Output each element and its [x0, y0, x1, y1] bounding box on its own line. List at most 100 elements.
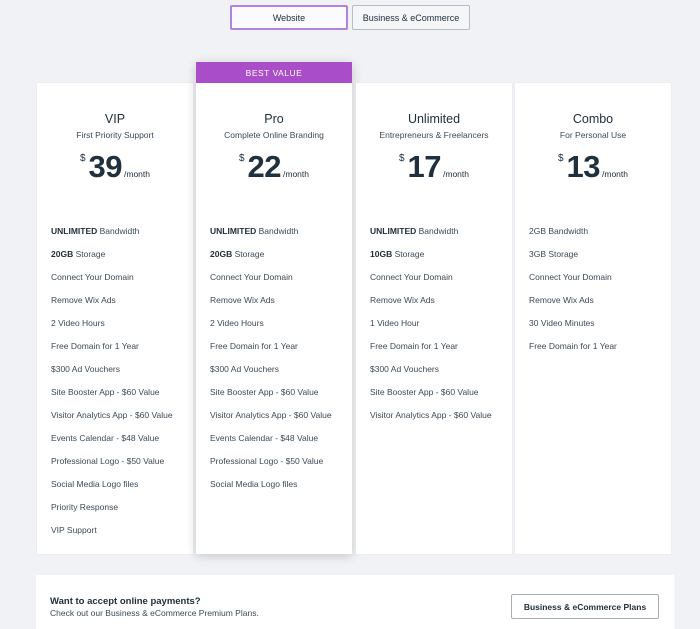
feature-item: Visitor Analytics App - $60 Value [210, 409, 352, 432]
feature-item: $300 Ad Vouchers [370, 363, 512, 386]
feature-text: Visitor Analytics App - $60 Value [370, 410, 492, 420]
feature-item: Visitor Analytics App - $60 Value [51, 409, 193, 432]
feature-item: Connect Your Domain [529, 271, 671, 294]
feature-item: 10GB Storage [370, 248, 512, 271]
feature-item: 20GB Storage [51, 248, 193, 271]
feature-text: Remove Wix Ads [210, 295, 275, 305]
feature-text: 1 Video Hour [370, 318, 420, 328]
price-period: /month [602, 169, 629, 179]
plan-price: $ 39 /month [37, 151, 193, 191]
plan-price: $ 22 /month [196, 151, 352, 191]
feature-item: Visitor Analytics App - $60 Value [370, 409, 512, 432]
payments-banner: Want to accept online payments? Check ou… [36, 575, 674, 629]
feature-text: $300 Ad Vouchers [51, 364, 121, 374]
feature-item: Remove Wix Ads [529, 294, 671, 317]
feature-text: Free Domain for 1 Year [210, 341, 298, 351]
feature-text: Events Calendar - $48 Value [51, 433, 160, 443]
plan-subtitle: For Personal Use [559, 130, 627, 140]
feature-item: 2GB Bandwidth [529, 225, 671, 248]
feature-item: UNLIMITED Bandwidth [51, 225, 193, 248]
banner-subtitle: Check out our Business & eCommerce Premi… [50, 608, 259, 618]
feature-item: 30 Video Minutes [529, 317, 671, 340]
feature-item: Site Booster App - $60 Value [51, 386, 193, 409]
plan-subtitle: Complete Online Branding [224, 130, 324, 140]
feature-text: Bandwidth [256, 226, 299, 236]
feature-item: Professional Logo - $50 Value [51, 455, 193, 478]
feature-text: 2GB Bandwidth [529, 226, 589, 236]
feature-item: Connect Your Domain [370, 271, 512, 294]
feature-item: Free Domain for 1 Year [210, 340, 352, 363]
feature-highlight: 10GB [370, 249, 393, 259]
feature-text: $300 Ad Vouchers [370, 364, 440, 374]
currency-symbol: $ [238, 153, 245, 164]
plan-card-combo: Combo For Personal Use $ 13 /month 2GB B… [515, 83, 671, 554]
feature-text: Connect Your Domain [529, 272, 612, 282]
feature-text: Bandwidth [416, 226, 459, 236]
feature-highlight: UNLIMITED [210, 226, 257, 236]
price-amount: 13 [566, 149, 601, 184]
plan-price: $ 17 /month [356, 151, 512, 191]
feature-item: Events Calendar - $48 Value [51, 432, 193, 455]
feature-item: Site Booster App - $60 Value [210, 386, 352, 409]
feature-text: Free Domain for 1 Year [529, 341, 617, 351]
feature-text: Bandwidth [97, 226, 140, 236]
best-value-ribbon: BEST VALUE [196, 62, 352, 83]
feature-item: Priority Response [51, 501, 193, 524]
feature-list: UNLIMITED Bandwidth 20GB Storage Connect Y… [37, 225, 193, 547]
currency-symbol: $ [557, 153, 564, 164]
feature-text: Free Domain for 1 Year [370, 341, 458, 351]
feature-text: 30 Video Minutes [529, 318, 595, 328]
feature-item: $300 Ad Vouchers [210, 363, 352, 386]
plan-name: Pro [264, 112, 284, 126]
price-amount: 22 [247, 149, 282, 184]
feature-text: Site Booster App - $60 Value [370, 387, 479, 397]
feature-item: 3GB Storage [529, 248, 671, 271]
price-period: /month [124, 169, 151, 179]
price-amount: 17 [407, 149, 442, 184]
feature-item: 1 Video Hour [370, 317, 512, 340]
feature-item: Remove Wix Ads [51, 294, 193, 317]
feature-text: 2 Video Hours [51, 318, 105, 328]
feature-item: Free Domain for 1 Year [370, 340, 512, 363]
feature-text: Social Media Logo files [51, 479, 139, 489]
feature-highlight: UNLIMITED [370, 226, 417, 236]
feature-item: Events Calendar - $48 Value [210, 432, 352, 455]
feature-item: Social Media Logo files [51, 478, 193, 501]
feature-text: Site Booster App - $60 Value [51, 387, 160, 397]
feature-item: 2 Video Hours [51, 317, 193, 340]
feature-text: 3GB Storage [529, 249, 579, 259]
feature-text: Connect Your Domain [51, 272, 134, 282]
plan-card-vip: VIP First Priority Support $ 39 /month U… [37, 83, 193, 554]
plan-price: $ 13 /month [515, 151, 671, 191]
feature-item: Professional Logo - $50 Value [210, 455, 352, 478]
plan-card-pro: BEST VALUE Pro Complete Online Branding … [196, 62, 352, 554]
feature-item: Connect Your Domain [210, 271, 352, 294]
feature-text: Visitor Analytics App - $60 Value [51, 410, 173, 420]
feature-item: VIP Support [51, 524, 193, 547]
feature-text: Storage [392, 249, 425, 259]
feature-text: Remove Wix Ads [51, 295, 116, 305]
feature-item: $300 Ad Vouchers [51, 363, 193, 386]
tab-website[interactable]: Website [230, 5, 348, 30]
feature-text: Professional Logo - $50 Value [51, 456, 165, 466]
feature-text: Professional Logo - $50 Value [210, 456, 324, 466]
feature-item: Social Media Logo files [210, 478, 352, 501]
tab-business-ecommerce[interactable]: Business & eCommerce [352, 5, 470, 30]
price-amount: 39 [88, 149, 123, 184]
feature-item: 2 Video Hours [210, 317, 352, 340]
banner-title: Want to accept online payments? [50, 596, 201, 607]
feature-list: 2GB Bandwidth 3GB Storage Connect Your Dom… [515, 225, 671, 363]
feature-text: Connect Your Domain [370, 272, 453, 282]
feature-text: Remove Wix Ads [529, 295, 594, 305]
feature-item: UNLIMITED Bandwidth [370, 225, 512, 248]
feature-highlight: 20GB [51, 249, 74, 259]
business-ecommerce-plans-button[interactable]: Business & eCommerce Plans [511, 594, 659, 619]
feature-text: 2 Video Hours [210, 318, 264, 328]
feature-text: Free Domain for 1 Year [51, 341, 139, 351]
feature-item: Remove Wix Ads [210, 294, 352, 317]
currency-symbol: $ [398, 153, 405, 164]
feature-item: 20GB Storage [210, 248, 352, 271]
plan-name: VIP [104, 112, 126, 126]
feature-text: $300 Ad Vouchers [210, 364, 280, 374]
plan-type-tabs: Website Business & eCommerce [0, 5, 700, 30]
